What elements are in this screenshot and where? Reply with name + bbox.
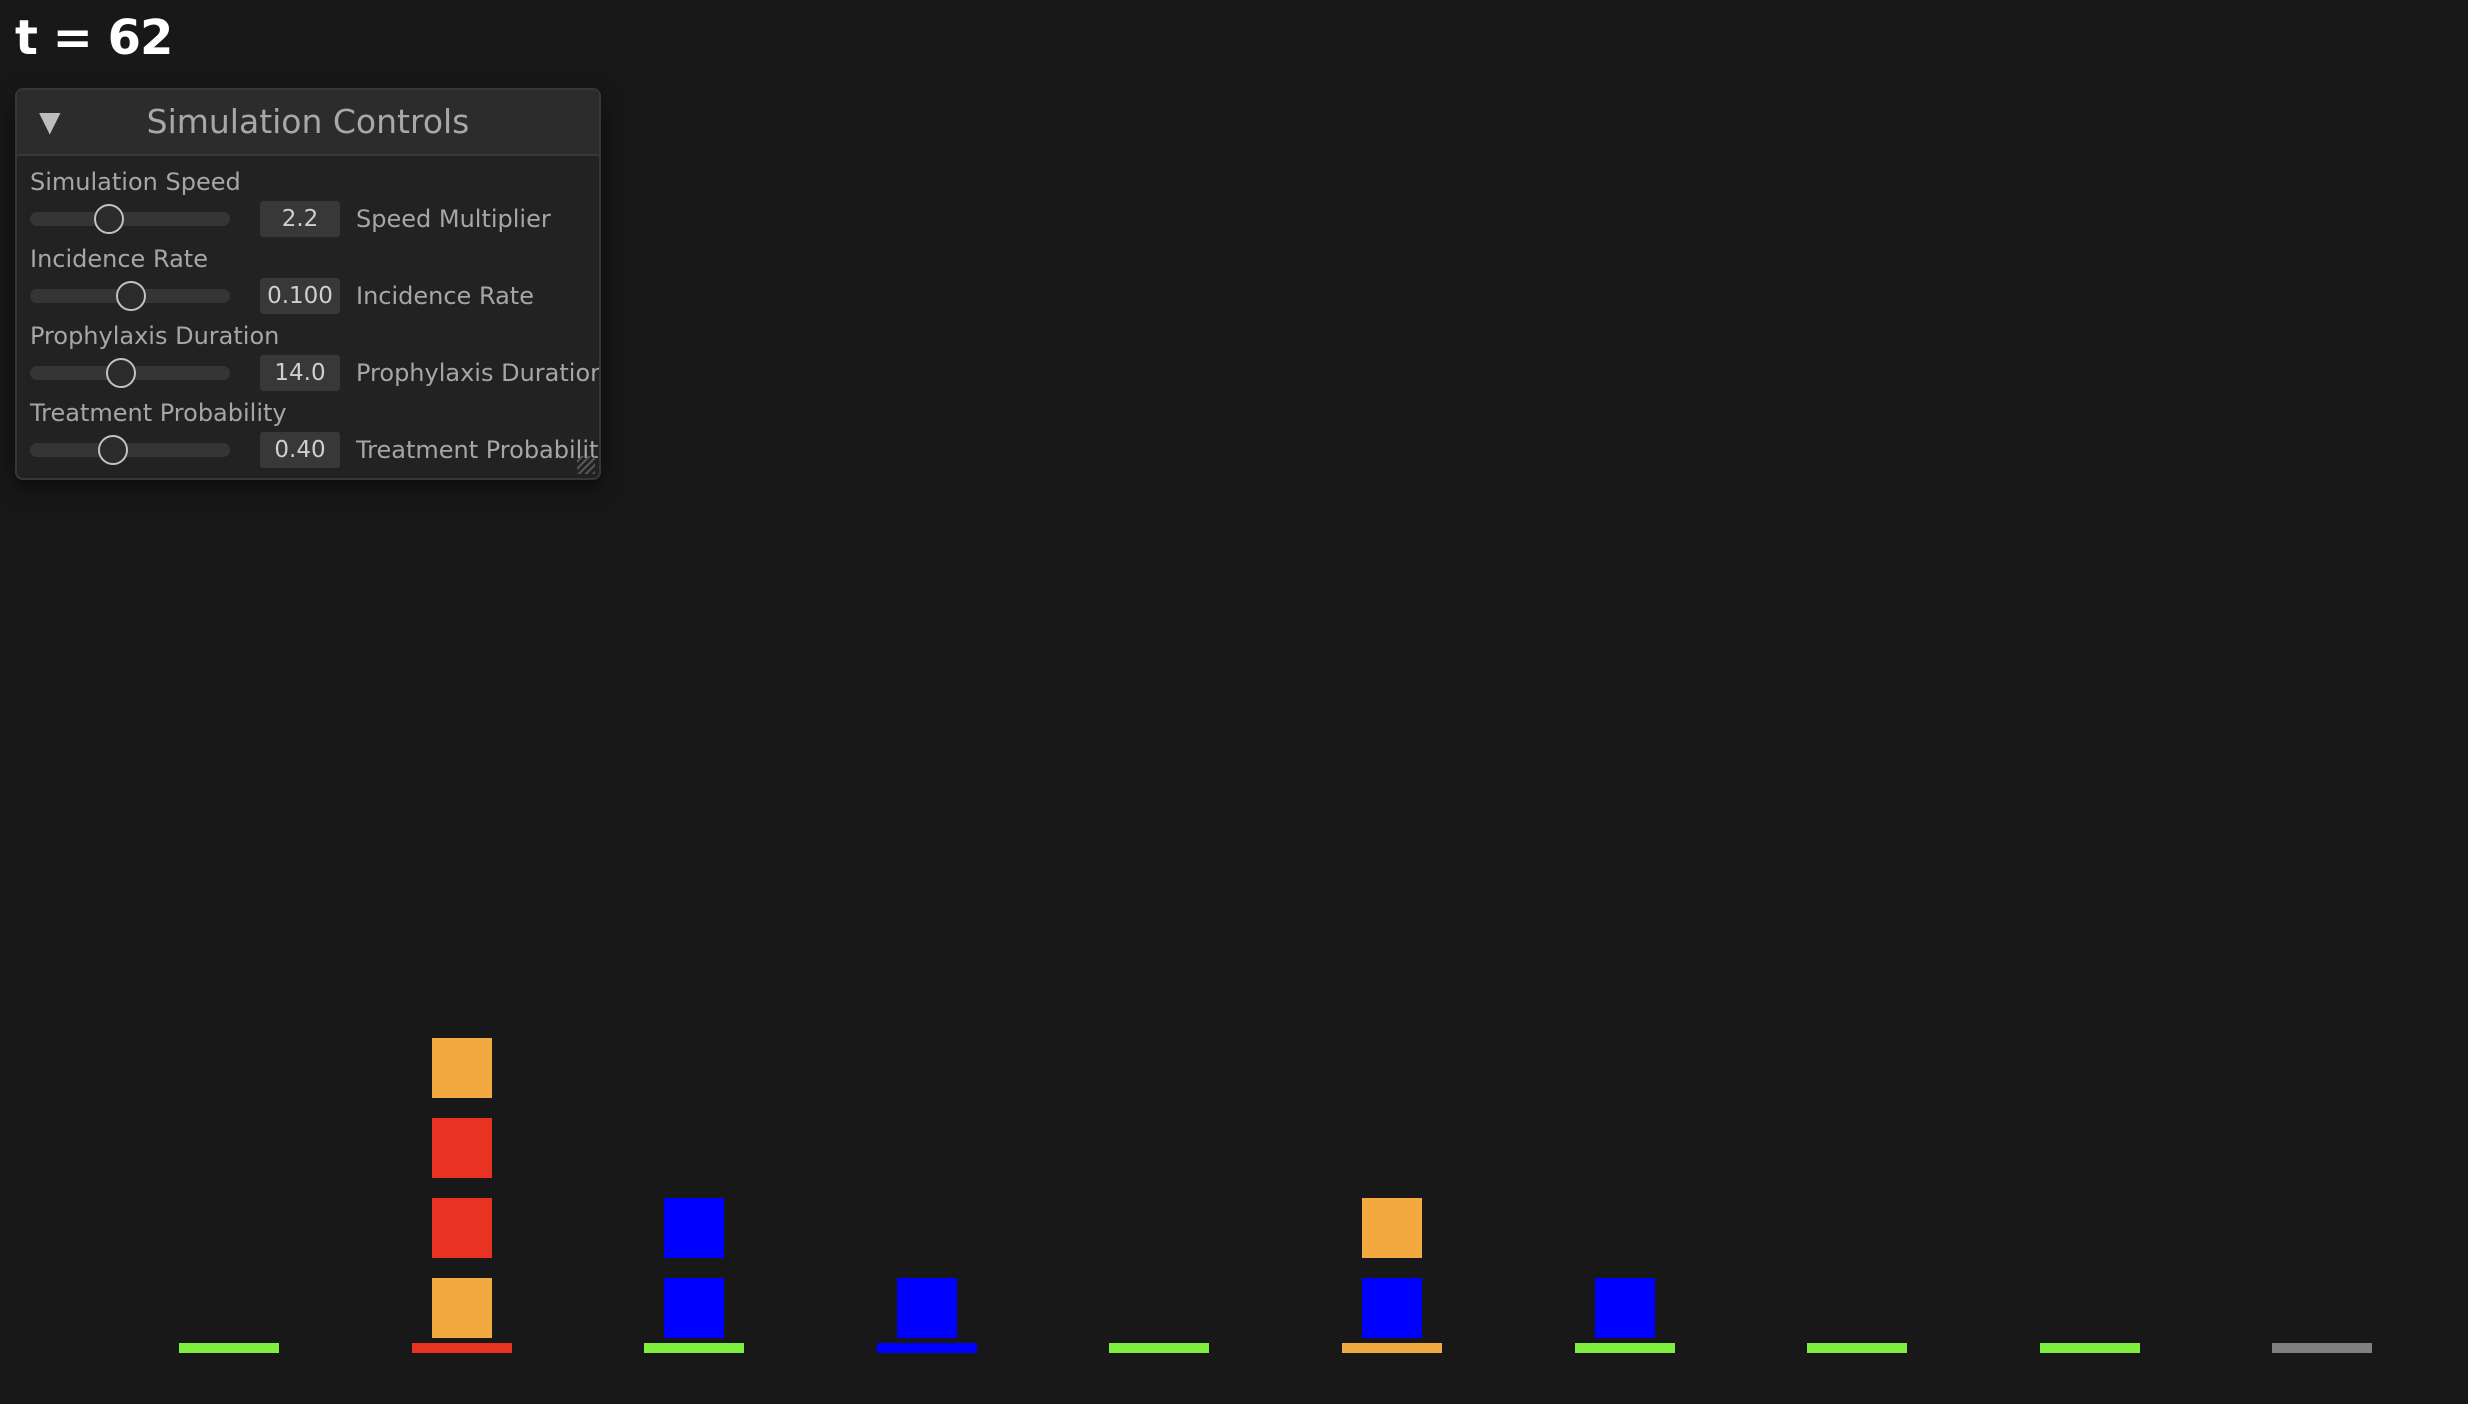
- ward-bed-2: [411, 1343, 512, 1353]
- value-label: Prophylaxis Duration: [356, 359, 601, 387]
- patient-square: [431, 1198, 492, 1258]
- patient-square: [896, 1278, 957, 1338]
- ward-bed-6: [1342, 1343, 1442, 1353]
- control-label: Prophylaxis Duration: [30, 322, 280, 350]
- speed-slider[interactable]: [30, 204, 230, 234]
- treatment-probability-slider[interactable]: [30, 435, 230, 465]
- patient-square: [664, 1278, 725, 1338]
- patient-square: [1362, 1278, 1422, 1338]
- patient-square: [664, 1198, 725, 1258]
- prophylaxis-duration-value-field[interactable]: 14.0: [260, 355, 340, 391]
- resize-grip-icon[interactable]: [577, 456, 595, 474]
- control-simulation-speed: Simulation Speed 2.2 Speed Multiplier: [30, 166, 599, 243]
- control-prophylaxis-duration: Prophylaxis Duration 14.0 Prophylaxis Du…: [30, 320, 601, 397]
- slider-thumb[interactable]: [98, 435, 128, 465]
- patient-square: [431, 1278, 492, 1338]
- prophylaxis-duration-slider[interactable]: [30, 358, 230, 388]
- patient-square: [1594, 1278, 1655, 1338]
- incidence-rate-slider[interactable]: [30, 281, 230, 311]
- ward-bed-9: [2039, 1343, 2140, 1353]
- ward-bed-5: [1109, 1343, 1210, 1353]
- panel-header[interactable]: ▼ Simulation Controls: [17, 90, 599, 156]
- incidence-rate-value-field[interactable]: 0.100: [260, 278, 340, 314]
- control-label: Simulation Speed: [30, 168, 241, 196]
- slider-thumb[interactable]: [94, 204, 124, 234]
- value-label: Incidence Rate: [356, 282, 534, 310]
- slider-thumb[interactable]: [116, 281, 146, 311]
- patient-square: [431, 1118, 492, 1178]
- patient-square: [431, 1038, 492, 1098]
- value-label: Treatment Probability: [356, 436, 601, 464]
- speed-value-field[interactable]: 2.2: [260, 201, 340, 237]
- control-label: Treatment Probability: [30, 399, 287, 427]
- treatment-probability-value-field[interactable]: 0.40: [260, 432, 340, 468]
- control-label: Incidence Rate: [30, 245, 208, 273]
- control-incidence-rate: Incidence Rate 0.100 Incidence Rate: [30, 243, 599, 320]
- patient-square: [1362, 1198, 1422, 1258]
- control-treatment-probability: Treatment Probability 0.40 Treatment Pro…: [30, 397, 601, 474]
- ward-bed-3: [644, 1343, 745, 1353]
- ward-bed-1: [179, 1343, 279, 1353]
- time-step-label: t = 62: [15, 10, 173, 66]
- ward-bed-10: [2272, 1343, 2373, 1353]
- collapse-triangle-icon[interactable]: ▼: [39, 105, 61, 138]
- ward-bed-8: [1807, 1343, 1908, 1353]
- simulation-controls-panel: ▼ Simulation Controls Simulation Speed 2…: [15, 88, 601, 480]
- ward-bed-4: [876, 1343, 977, 1353]
- ward-bed-7: [1574, 1343, 1675, 1353]
- slider-thumb[interactable]: [106, 358, 136, 388]
- value-label: Speed Multiplier: [356, 205, 551, 233]
- panel-title: Simulation Controls: [146, 102, 470, 141]
